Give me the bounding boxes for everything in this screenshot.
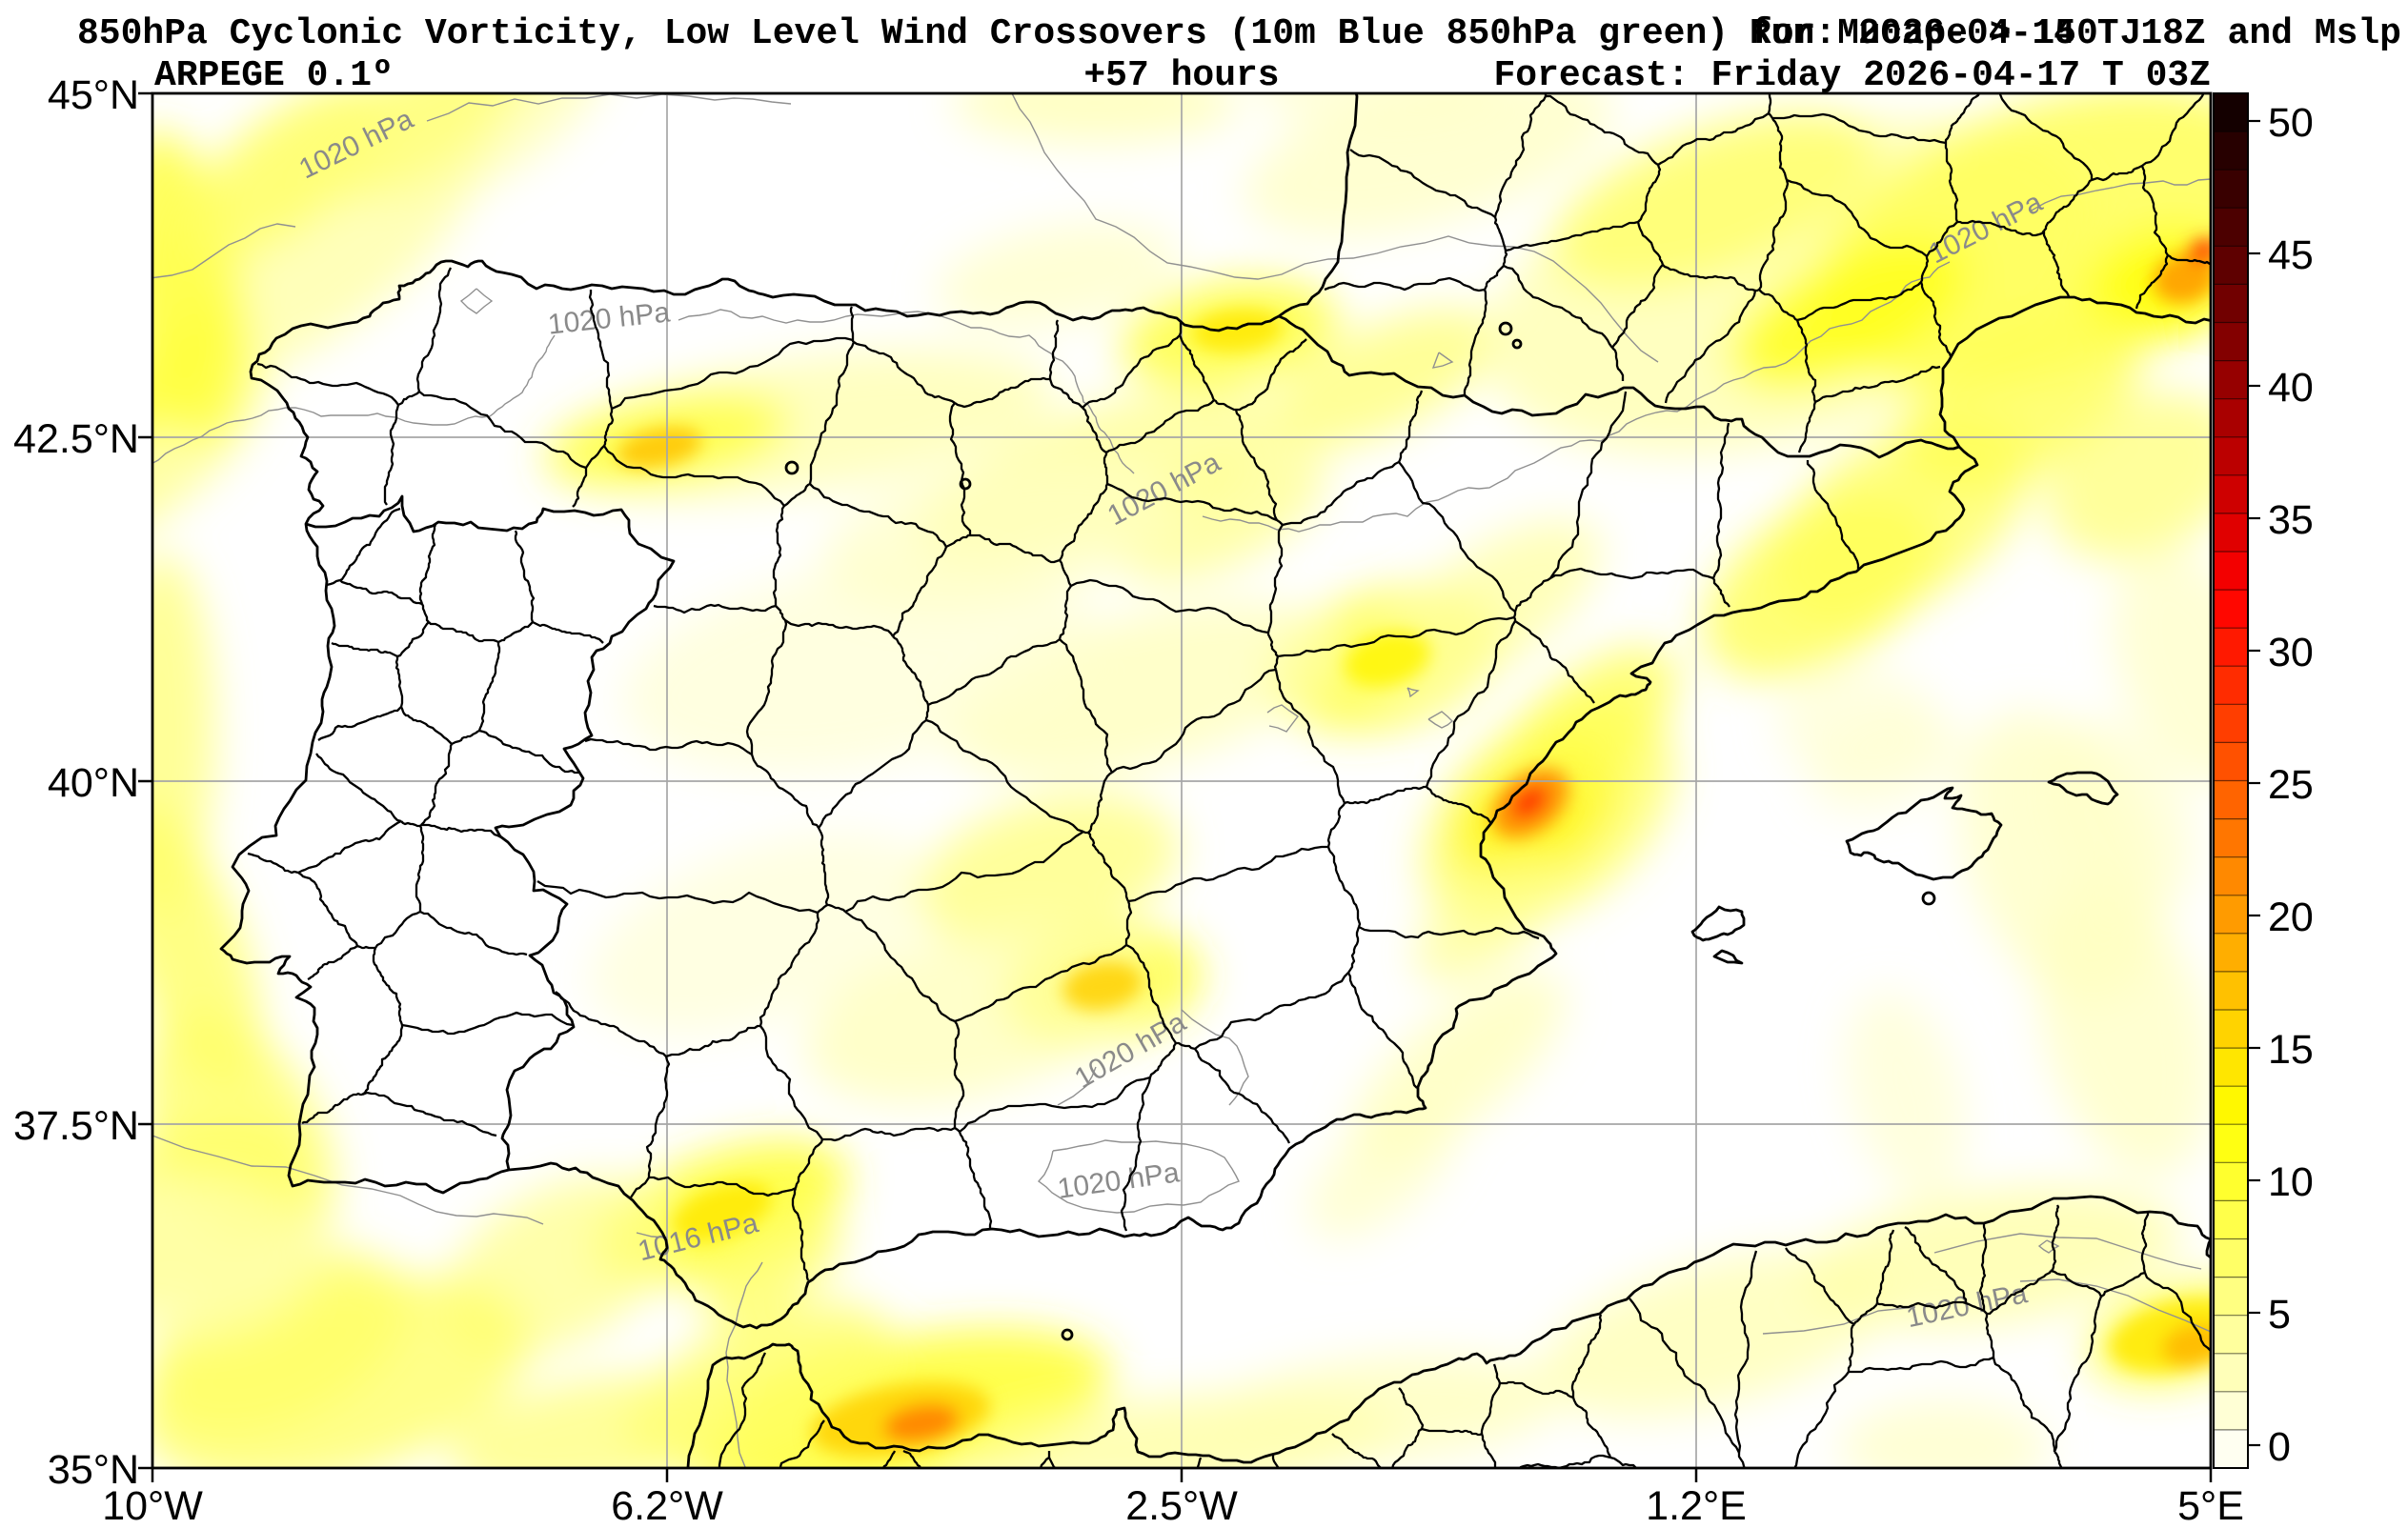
svg-text:42.5°N: 42.5°N	[13, 416, 139, 462]
svg-text:Run: 2026-04-14 T 18Z and Mslp: Run: 2026-04-14 T 18Z and Mslp	[1750, 13, 2401, 54]
svg-text:50: 50	[2268, 100, 2314, 146]
svg-text:6.2°W: 6.2°W	[611, 1483, 723, 1529]
svg-text:5: 5	[2268, 1292, 2291, 1338]
svg-text:10°W: 10°W	[102, 1483, 203, 1529]
svg-text:37.5°N: 37.5°N	[13, 1103, 139, 1149]
svg-text:1.2°E: 1.2°E	[1646, 1483, 1747, 1529]
svg-text:25: 25	[2268, 762, 2314, 808]
svg-text:0: 0	[2268, 1424, 2291, 1470]
svg-text:2.5°W: 2.5°W	[1125, 1483, 1238, 1529]
svg-text:10: 10	[2268, 1159, 2314, 1205]
svg-text:+57 hours: +57 hours	[1083, 55, 1279, 96]
svg-text:850hPa Cyclonic Vorticity, Low: 850hPa Cyclonic Vorticity, Low Level Win…	[77, 13, 2141, 54]
svg-text:15: 15	[2268, 1027, 2314, 1073]
svg-text:40: 40	[2268, 365, 2314, 411]
svg-text:40°N: 40°N	[48, 760, 139, 806]
svg-text:ARPEGE 0.1º: ARPEGE 0.1º	[154, 55, 394, 96]
svg-text:30: 30	[2268, 630, 2314, 675]
svg-text:45: 45	[2268, 232, 2314, 278]
svg-text:35: 35	[2268, 497, 2314, 543]
svg-text:45°N: 45°N	[48, 72, 139, 118]
svg-text:Forecast: Friday 2026-04-17 T: Forecast: Friday 2026-04-17 T 03Z	[1493, 55, 2211, 96]
svg-text:20: 20	[2268, 895, 2314, 940]
svg-text:35°N: 35°N	[48, 1447, 139, 1493]
svg-text:5°E: 5°E	[2177, 1483, 2244, 1529]
